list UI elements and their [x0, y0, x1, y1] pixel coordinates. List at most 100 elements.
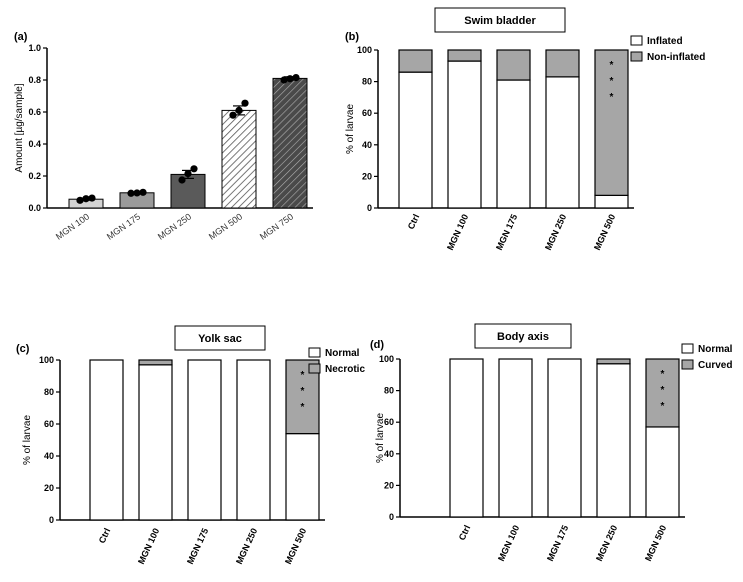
legend-swatch: [308, 363, 321, 374]
x-tick-label: MGN 250: [543, 213, 568, 252]
x-tick-label: MGN 175: [494, 213, 519, 252]
panel-label: (b): [345, 31, 359, 43]
bar-3: [221, 109, 257, 209]
chart-title: Swim bladder: [464, 15, 536, 27]
data-point: [241, 99, 249, 107]
bar-inflated-2: [496, 79, 531, 209]
legend-swatch: [630, 35, 643, 46]
x-tick-label: MGN 250: [234, 527, 259, 566]
legend-label: Non-inflated: [647, 52, 705, 63]
bar-non-inflated-2: [496, 49, 531, 81]
y-tick-label: 0.6: [28, 107, 41, 117]
panel-label: (d): [370, 339, 384, 351]
bar-normal-2: [547, 358, 582, 518]
x-tick-label: Ctrl: [457, 524, 473, 542]
y-tick-label: 0.2: [28, 171, 41, 181]
x-tick-label: MGN 250: [156, 211, 193, 241]
data-point: [184, 170, 192, 178]
bar-2: [170, 173, 206, 209]
data-point: [280, 76, 288, 84]
significance-star: *: [661, 385, 665, 396]
bar-non-inflated-0: [398, 49, 433, 73]
y-tick-label: 0: [389, 512, 394, 522]
y-tick-label: 80: [362, 77, 372, 87]
y-tick-label: 20: [44, 483, 54, 493]
legend-label: Necrotic: [325, 364, 365, 375]
significance-star: *: [610, 76, 614, 87]
bar-4: [272, 77, 308, 209]
chart-panel-1: (b) Swim bladder 0 20 40 60 80 100 % of larvae Ct…: [345, 7, 705, 252]
legend-swatch: [630, 51, 643, 62]
y-tick-label: 0: [367, 203, 372, 213]
legend-label: Normal: [325, 348, 360, 359]
data-point: [127, 189, 135, 197]
significance-star: *: [610, 92, 614, 103]
y-tick-label: 60: [384, 417, 394, 427]
y-axis-label: Amount [µg/sample]: [14, 83, 25, 172]
legend-label: Inflated: [647, 36, 683, 47]
y-axis-label: % of larvae: [345, 104, 356, 154]
bar-curved-3: [596, 358, 631, 365]
bar-non-inflated-3: [545, 49, 580, 78]
significance-star: *: [301, 386, 305, 397]
bar-inflated-0: [398, 71, 433, 209]
y-tick-label: 0: [49, 515, 54, 525]
data-point: [292, 74, 300, 82]
x-tick-label: MGN 100: [54, 211, 91, 241]
bar-normal-3: [596, 363, 631, 518]
bar-necrotic-1: [138, 359, 173, 366]
x-tick-label: Ctrl: [406, 213, 422, 231]
data-point: [82, 195, 90, 203]
y-axis-label: % of larvae: [375, 413, 386, 463]
chart-title-box: [474, 323, 572, 349]
bar-normal-4: [285, 433, 320, 521]
legend-swatch: [308, 347, 321, 358]
data-point: [76, 196, 84, 204]
y-tick-label: 60: [362, 108, 372, 118]
bar-non-inflated-4: [594, 49, 629, 196]
x-tick-label: MGN 175: [105, 211, 142, 241]
bar-normal-0: [449, 358, 484, 518]
bar-normal-2: [187, 359, 222, 521]
y-tick-label: 60: [44, 419, 54, 429]
x-tick-label: MGN 500: [592, 213, 617, 252]
y-tick-label: 100: [39, 355, 54, 365]
bar-normal-0: [89, 359, 124, 521]
x-tick-label: MGN 100: [445, 213, 470, 252]
bar-normal-1: [498, 358, 533, 518]
y-tick-label: 20: [384, 480, 394, 490]
x-tick-label: MGN 100: [136, 527, 161, 566]
legend-swatch: [681, 359, 694, 370]
y-axis-label: % of larvae: [22, 415, 33, 465]
chart-panel-0: (a) 0.0 0.2 0.4 0.6 0.8 1.0 Amount [µg/sample] M…: [14, 31, 313, 242]
x-tick-label: MGN 750: [258, 211, 295, 241]
x-tick-label: MGN 500: [283, 527, 308, 566]
bar-curved-4: [645, 358, 680, 428]
chart-title: Body axis: [497, 331, 549, 343]
significance-star: *: [661, 401, 665, 412]
data-point: [133, 189, 141, 197]
chart-panel-2: (c) Yolk sac 0 20 40 60 80 100 % of larvae Ctrl MG…: [16, 325, 365, 566]
y-tick-label: 80: [384, 386, 394, 396]
y-tick-label: 100: [357, 45, 372, 55]
panel-label: (a): [14, 31, 28, 43]
y-tick-label: 0.8: [28, 75, 41, 85]
y-tick-label: 40: [44, 451, 54, 461]
x-tick-label: MGN 175: [185, 527, 210, 566]
panel-label: (c): [16, 343, 30, 355]
y-tick-label: 20: [362, 171, 372, 181]
bar-non-inflated-1: [447, 49, 482, 62]
y-tick-label: 1.0: [28, 43, 41, 53]
y-tick-label: 0.0: [28, 203, 41, 213]
data-point: [235, 106, 243, 114]
bar-inflated-4: [594, 194, 629, 209]
significance-star: *: [661, 369, 665, 380]
x-tick-label: MGN 500: [207, 211, 244, 241]
bar-inflated-3: [545, 76, 580, 209]
legend-swatch: [681, 343, 694, 354]
y-tick-label: 40: [384, 449, 394, 459]
data-point: [139, 188, 147, 196]
chart-title: Yolk sac: [198, 333, 242, 345]
data-point: [229, 111, 237, 119]
